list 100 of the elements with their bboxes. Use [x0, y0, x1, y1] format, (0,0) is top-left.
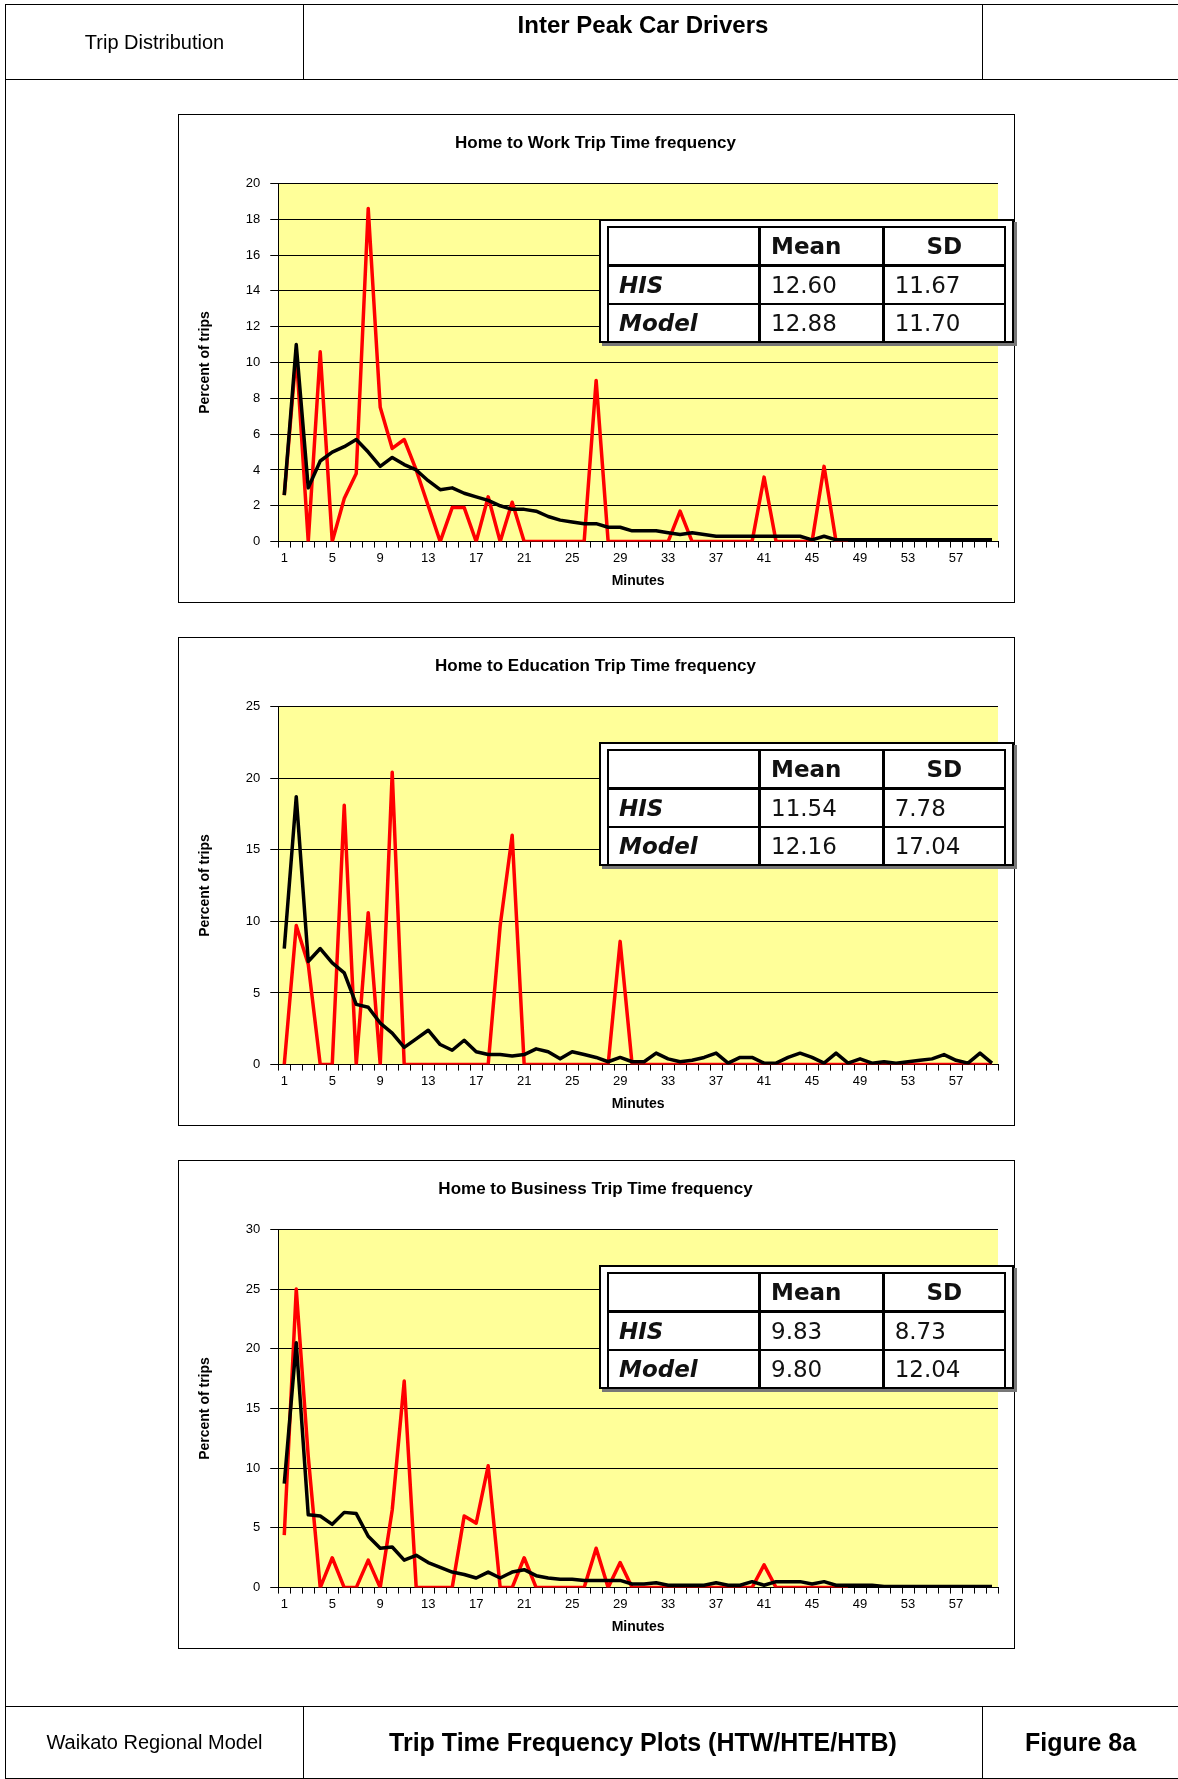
x-tick-label: 13 [420, 1595, 436, 1611]
y-tick-label: 10 [245, 912, 261, 928]
x-tick-label: 57 [948, 1595, 964, 1611]
annotation: 17.04 [894, 833, 961, 859]
y-tick-label: 20 [245, 174, 261, 190]
annotation: Mean [771, 756, 842, 782]
annotation: 8.73 [894, 1318, 946, 1344]
text: Trip Time Frequency Plots (HTW/HTE/HTB) [389, 1728, 897, 1757]
y-tick-label: 5 [253, 984, 261, 1000]
x-tick-label: 33 [660, 549, 676, 565]
x-tick-label: 29 [612, 1072, 628, 1088]
annotation: 11.54 [771, 795, 837, 821]
y-tick-label: 0 [253, 1579, 261, 1595]
x-tick-label: 37 [708, 1072, 724, 1088]
x-tick-label: 21 [516, 549, 532, 565]
y-tick-label: 10 [245, 354, 261, 370]
x-tick-label: 33 [660, 1072, 676, 1088]
chart-title: Home to Education Trip Time frequency [435, 655, 757, 675]
x-tick-label: 21 [516, 1072, 532, 1088]
x-tick-label: 5 [328, 549, 336, 565]
x-tick-label: 25 [564, 1595, 580, 1611]
text: Inter Peak Car Drivers [517, 11, 769, 39]
y-tick-label: 0 [253, 533, 261, 549]
annotation: 11.70 [894, 310, 961, 336]
y-tick-label: 25 [245, 1280, 261, 1296]
x-tick-label: 45 [804, 1072, 820, 1088]
x-tick-label: 53 [900, 1072, 916, 1088]
x-tick-label: 21 [516, 1595, 532, 1611]
x-tick-label: 57 [948, 549, 964, 565]
annotation: SD [926, 1279, 963, 1305]
chart-title: Home to Work Trip Time frequency [455, 132, 737, 152]
x-tick-label: 41 [756, 1595, 772, 1611]
x-tick-label: 5 [328, 1595, 336, 1611]
chart-title: Home to Business Trip Time frequency [438, 1178, 754, 1198]
x-tick-label: 49 [852, 549, 868, 565]
x-tick-label: 9 [376, 1072, 384, 1088]
x-tick-label: 25 [564, 1072, 580, 1088]
y-tick-label: 16 [245, 246, 261, 262]
caption: Figure 8a [1024, 1728, 1137, 1757]
annotation: 12.04 [894, 1356, 961, 1382]
x-tick-label: 57 [948, 1072, 964, 1088]
y-tick-label: 20 [245, 769, 261, 785]
y-tick-label: 2 [253, 497, 261, 513]
annotation: HIS [619, 795, 664, 821]
y-tick-label: 14 [245, 282, 261, 298]
text: Trip Distribution [84, 30, 225, 54]
y-axis-title: Percent of trips [196, 1356, 213, 1460]
x-tick-label: 13 [420, 1072, 436, 1088]
y-tick-label: 5 [253, 1519, 261, 1535]
x-axis-title: Minutes [611, 1095, 665, 1112]
y-tick-label: 18 [245, 210, 261, 226]
y-tick-label: 4 [253, 461, 261, 477]
annotation: 11.67 [894, 272, 961, 298]
annotation: 9.83 [771, 1318, 823, 1344]
x-tick-label: 1 [280, 1595, 288, 1611]
x-tick-label: 17 [468, 549, 484, 565]
annotation: 12.60 [771, 272, 837, 298]
y-tick-label: 6 [253, 425, 261, 441]
x-tick-label: 1 [280, 1072, 288, 1088]
text: Waikato Regional Model [46, 1731, 263, 1754]
y-tick-label: 10 [245, 1459, 261, 1475]
y-tick-label: 15 [245, 841, 261, 857]
x-tick-label: 1 [280, 549, 288, 565]
annotation: HIS [619, 1318, 664, 1344]
x-tick-label: 17 [468, 1595, 484, 1611]
x-tick-label: 5 [328, 1072, 336, 1088]
annotation: Model [619, 833, 698, 859]
annotation: Model [619, 1356, 698, 1382]
x-tick-label: 49 [852, 1072, 868, 1088]
y-tick-label: 15 [245, 1400, 261, 1416]
x-tick-label: 45 [804, 1595, 820, 1611]
annotation: Mean [771, 1279, 842, 1305]
x-tick-label: 53 [900, 549, 916, 565]
x-tick-label: 9 [376, 549, 384, 565]
annotation: 12.16 [771, 833, 837, 859]
y-axis-title: Percent of trips [196, 310, 213, 414]
annotation: HIS [619, 272, 664, 298]
x-axis-title: Minutes [611, 572, 665, 589]
annotation: Mean [771, 233, 842, 259]
x-tick-label: 9 [376, 1595, 384, 1611]
x-tick-label: 45 [804, 549, 820, 565]
x-tick-label: 49 [852, 1595, 868, 1611]
x-tick-label: 29 [612, 1595, 628, 1611]
y-tick-label: 30 [245, 1220, 261, 1236]
annotation: 12.88 [771, 310, 837, 336]
y-tick-label: 8 [253, 389, 261, 405]
x-tick-label: 53 [900, 1595, 916, 1611]
annotation: 7.78 [894, 795, 946, 821]
y-tick-label: 25 [245, 697, 261, 713]
x-tick-label: 13 [420, 549, 436, 565]
x-tick-label: 17 [468, 1072, 484, 1088]
annotation: 9.80 [771, 1356, 823, 1382]
y-tick-label: 12 [245, 318, 261, 334]
x-tick-label: 29 [612, 549, 628, 565]
y-tick-label: 20 [245, 1340, 261, 1356]
x-tick-label: 41 [756, 1072, 772, 1088]
x-tick-label: 25 [564, 549, 580, 565]
y-axis-title: Percent of trips [196, 833, 213, 937]
x-axis-title: Minutes [611, 1618, 665, 1635]
annotation: SD [926, 233, 963, 259]
